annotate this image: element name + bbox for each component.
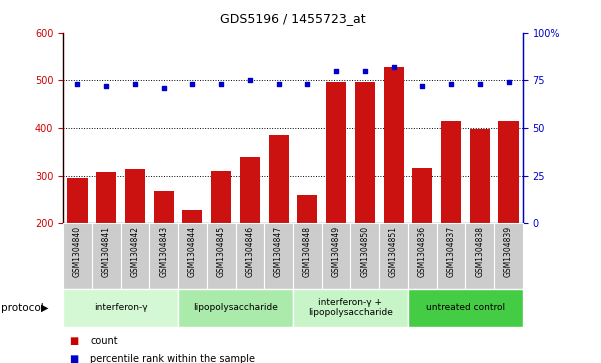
Bar bbox=[383, 68, 404, 223]
Text: count: count bbox=[90, 336, 118, 346]
Bar bbox=[264, 223, 293, 289]
Text: interferon-γ: interferon-γ bbox=[94, 303, 147, 312]
Bar bbox=[408, 223, 437, 289]
Bar bbox=[92, 223, 121, 289]
Text: GSM1304850: GSM1304850 bbox=[361, 226, 370, 277]
Text: ▶: ▶ bbox=[41, 303, 48, 313]
Text: GSM1304847: GSM1304847 bbox=[274, 226, 283, 277]
Bar bbox=[322, 223, 350, 289]
Bar bbox=[211, 171, 231, 223]
Text: GSM1304836: GSM1304836 bbox=[418, 226, 427, 277]
Text: interferon-γ +
lipopolysaccharide: interferon-γ + lipopolysaccharide bbox=[308, 298, 393, 317]
Point bbox=[102, 83, 111, 89]
Bar bbox=[63, 223, 92, 289]
Text: protocol: protocol bbox=[1, 303, 43, 313]
Point bbox=[73, 81, 82, 87]
Point bbox=[188, 81, 197, 87]
Point bbox=[446, 81, 456, 87]
Bar bbox=[498, 121, 519, 223]
Text: GSM1304838: GSM1304838 bbox=[475, 226, 484, 277]
Bar bbox=[178, 289, 293, 327]
Text: GSM1304837: GSM1304837 bbox=[447, 226, 456, 277]
Point bbox=[302, 81, 312, 87]
Text: GSM1304839: GSM1304839 bbox=[504, 226, 513, 277]
Point bbox=[216, 81, 226, 87]
Bar bbox=[182, 210, 203, 223]
Text: GSM1304841: GSM1304841 bbox=[102, 226, 111, 277]
Bar bbox=[293, 223, 322, 289]
Bar bbox=[121, 223, 149, 289]
Bar bbox=[470, 129, 490, 223]
Bar bbox=[67, 178, 88, 223]
Point bbox=[159, 85, 168, 91]
Point bbox=[245, 77, 255, 83]
Point bbox=[389, 64, 398, 70]
Bar bbox=[326, 82, 346, 223]
Text: untreated control: untreated control bbox=[426, 303, 505, 312]
Point bbox=[418, 83, 427, 89]
Text: lipopolysaccharide: lipopolysaccharide bbox=[193, 303, 278, 312]
Bar bbox=[236, 223, 264, 289]
Point bbox=[331, 68, 341, 74]
Text: percentile rank within the sample: percentile rank within the sample bbox=[90, 354, 255, 363]
Text: GSM1304840: GSM1304840 bbox=[73, 226, 82, 277]
Bar bbox=[125, 170, 145, 223]
Text: GSM1304846: GSM1304846 bbox=[245, 226, 254, 277]
Bar bbox=[293, 289, 408, 327]
Bar bbox=[154, 191, 174, 223]
Bar bbox=[465, 223, 494, 289]
Bar bbox=[441, 121, 461, 223]
Bar bbox=[63, 289, 178, 327]
Bar bbox=[494, 223, 523, 289]
Bar bbox=[207, 223, 236, 289]
Text: GSM1304848: GSM1304848 bbox=[303, 226, 312, 277]
Bar bbox=[355, 82, 375, 223]
Text: ■: ■ bbox=[69, 354, 78, 363]
Point bbox=[360, 68, 370, 74]
Text: GSM1304843: GSM1304843 bbox=[159, 226, 168, 277]
Bar bbox=[240, 156, 260, 223]
Bar bbox=[149, 223, 178, 289]
Text: GSM1304851: GSM1304851 bbox=[389, 226, 398, 277]
Bar bbox=[379, 223, 408, 289]
Text: ■: ■ bbox=[69, 336, 78, 346]
Bar bbox=[178, 223, 207, 289]
Point bbox=[130, 81, 140, 87]
Bar bbox=[350, 223, 379, 289]
Bar bbox=[96, 172, 116, 223]
Bar bbox=[412, 167, 432, 223]
Point bbox=[475, 81, 484, 87]
Point bbox=[504, 79, 513, 85]
Bar bbox=[437, 223, 465, 289]
Bar bbox=[297, 195, 317, 223]
Bar bbox=[269, 135, 288, 223]
Text: GSM1304844: GSM1304844 bbox=[188, 226, 197, 277]
Bar bbox=[408, 289, 523, 327]
Text: GSM1304849: GSM1304849 bbox=[332, 226, 341, 277]
Text: GSM1304842: GSM1304842 bbox=[130, 226, 139, 277]
Point bbox=[274, 81, 284, 87]
Text: GSM1304845: GSM1304845 bbox=[216, 226, 225, 277]
Text: GDS5196 / 1455723_at: GDS5196 / 1455723_at bbox=[220, 12, 366, 25]
